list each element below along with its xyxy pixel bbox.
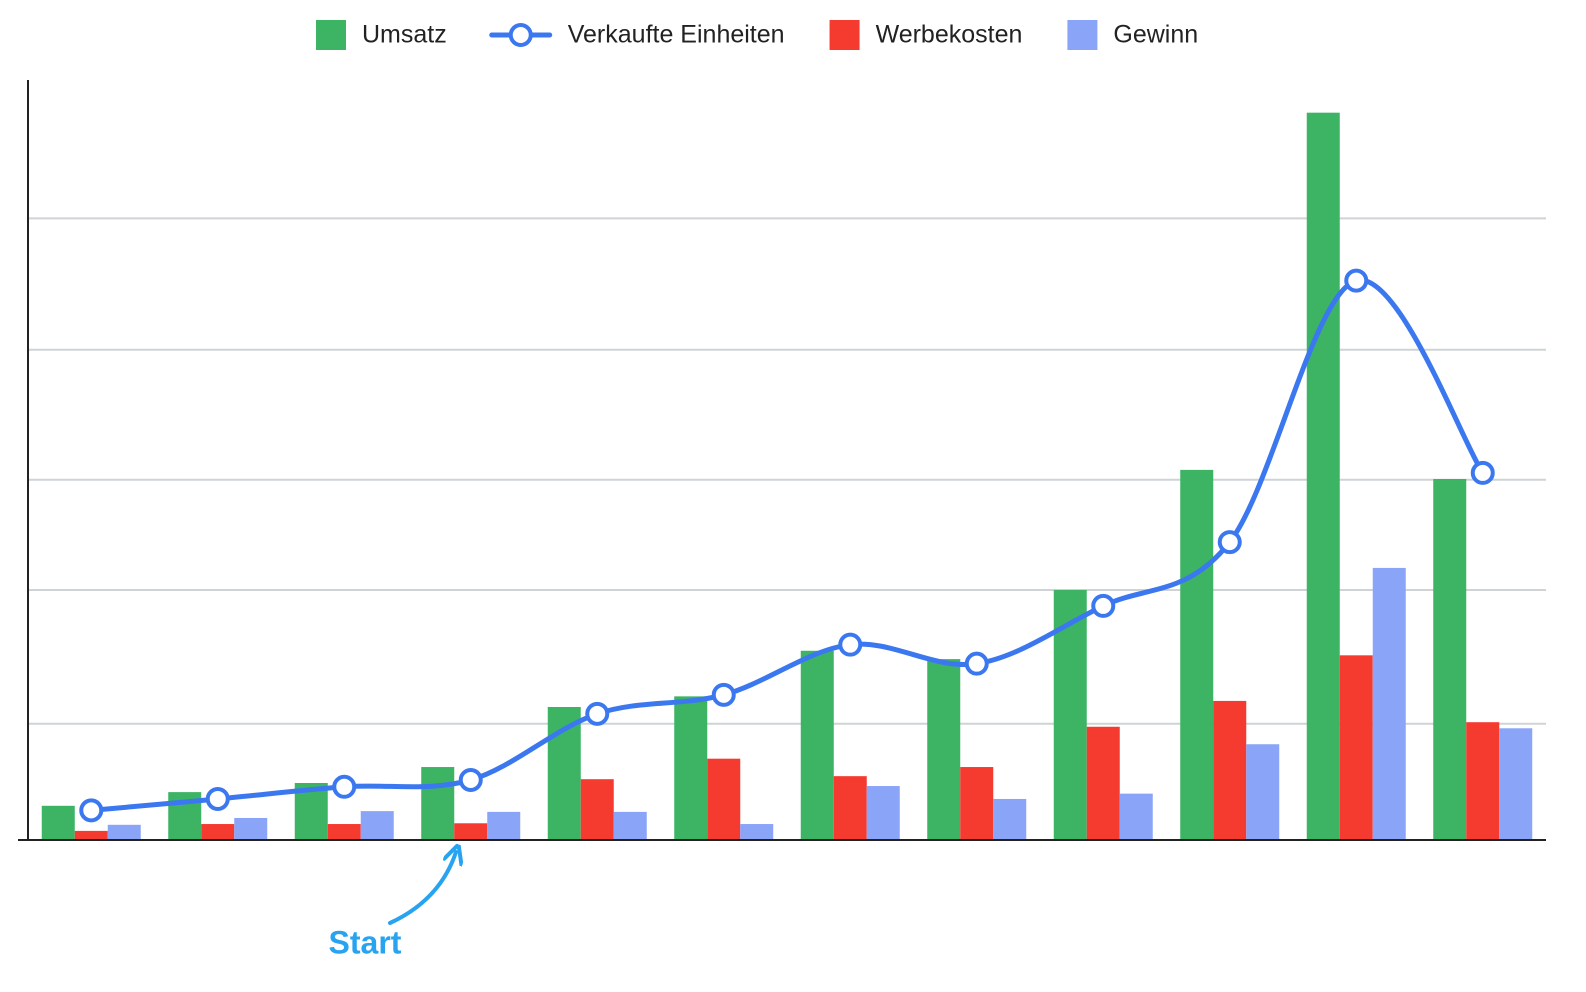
legend-label: Gewinn xyxy=(1113,21,1198,49)
line-point xyxy=(205,786,230,811)
bar xyxy=(74,830,108,840)
legend-label: Verkaufte Einheiten xyxy=(568,21,785,49)
line-point xyxy=(332,774,357,799)
annotation: Start xyxy=(329,924,402,960)
legend-label: Umsatz xyxy=(362,21,447,49)
bar xyxy=(833,776,867,840)
legend: Umsatz Verkaufte Einheiten Werbekosten Gewi… xyxy=(316,20,1198,50)
line-layer xyxy=(79,268,1495,823)
line-point xyxy=(1344,268,1369,293)
bar xyxy=(927,659,961,840)
legend-swatch xyxy=(829,20,860,50)
bar xyxy=(580,779,614,840)
line-point xyxy=(79,798,104,823)
bar xyxy=(1086,726,1120,840)
bar xyxy=(1119,793,1153,840)
bar xyxy=(1433,479,1467,840)
bar xyxy=(1213,700,1247,840)
bar xyxy=(360,811,394,840)
bar xyxy=(800,650,834,840)
bar xyxy=(674,696,708,840)
bar xyxy=(613,811,647,840)
line-point xyxy=(1217,530,1242,555)
bar xyxy=(866,786,900,840)
bars xyxy=(41,112,1533,841)
line-point xyxy=(711,682,736,707)
bar xyxy=(107,824,141,840)
bar xyxy=(1339,655,1373,840)
line-point xyxy=(458,767,483,792)
bar xyxy=(1246,744,1280,840)
bar xyxy=(327,824,361,840)
line-point xyxy=(964,651,989,676)
line-point xyxy=(585,701,610,726)
bar xyxy=(740,824,774,840)
bar xyxy=(1499,728,1533,840)
legend-swatch xyxy=(316,20,346,50)
bar xyxy=(234,817,268,840)
bar xyxy=(1466,722,1500,840)
bar xyxy=(1180,469,1214,840)
bar xyxy=(201,824,235,840)
bar xyxy=(960,767,994,840)
bar xyxy=(707,758,741,840)
bar xyxy=(454,823,488,840)
line-point xyxy=(1091,593,1116,618)
bar xyxy=(1372,567,1406,840)
legend-swatch xyxy=(1067,20,1098,50)
bar xyxy=(487,811,521,840)
line-point xyxy=(1470,460,1495,485)
line xyxy=(91,277,1485,813)
line-point xyxy=(838,632,863,657)
bar xyxy=(1306,112,1340,841)
legend-label: Werbekosten xyxy=(876,21,1023,49)
bar xyxy=(41,805,75,840)
bar xyxy=(993,798,1027,840)
annotation-arrow xyxy=(388,852,456,925)
legend-swatch xyxy=(508,23,533,47)
bar xyxy=(421,767,455,840)
